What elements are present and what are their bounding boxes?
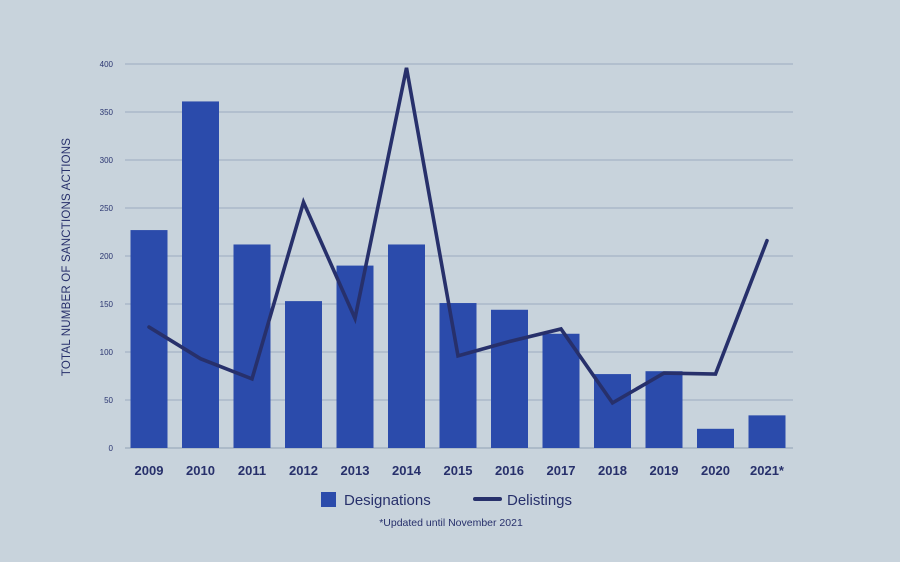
delistings-line-layer (147, 67, 769, 406)
bar-designations-2019 (645, 371, 683, 448)
x-tick-label: 2017 (547, 463, 576, 478)
legend: Designations Delistings (321, 492, 572, 509)
bar-designations-2009 (130, 230, 168, 448)
designations-bars (130, 101, 786, 448)
bar-designations-2011 (233, 244, 271, 448)
y-tick-label: 250 (100, 204, 114, 213)
bar-designations-2010 (182, 101, 219, 448)
x-tick-label: 2018 (598, 463, 627, 478)
x-tick-label: 2010 (186, 463, 215, 478)
x-tick-label: 2015 (444, 463, 473, 478)
x-tick-label: 2011 (238, 463, 266, 478)
footnote: *Updated until November 2021 (379, 517, 523, 529)
x-tick-label: 2019 (650, 463, 679, 478)
x-tick-label: 2014 (392, 463, 422, 478)
legend-designations-label: Designations (344, 492, 431, 509)
bar-designations-2015 (439, 303, 477, 448)
x-tick-label: 2021* (750, 463, 785, 478)
y-axis-ticks: 0 50 100 150 200 250 300 350 400 (100, 60, 114, 453)
bar-designations-2021 (748, 415, 786, 448)
y-axis-label: TOTAL NUMBER OF SANCTIONS ACTIONS (61, 138, 73, 376)
y-tick-label: 200 (100, 252, 114, 261)
legend-designations-swatch (321, 492, 336, 507)
y-tick-label: 300 (100, 156, 114, 165)
legend-delistings-label: Delistings (507, 492, 572, 509)
y-tick-label: 400 (100, 60, 114, 69)
bar-designations-2020 (697, 428, 734, 448)
bar-designations-2013 (336, 265, 374, 448)
bar-designations-2017 (542, 333, 580, 448)
bar-designations-2016 (491, 309, 528, 448)
x-tick-label: 2020 (701, 463, 730, 478)
y-tick-label: 350 (100, 108, 114, 117)
bar-designations-2012 (285, 301, 322, 448)
x-tick-label: 2009 (135, 463, 164, 478)
x-axis-ticks: 2009 2010 2011 2012 2013 2014 2015 2016 2017 2018… (135, 463, 785, 478)
y-tick-label: 150 (100, 300, 114, 309)
x-tick-label: 2016 (495, 463, 524, 478)
x-tick-label: 2013 (341, 463, 370, 478)
bar-designations-2014 (388, 244, 425, 448)
y-tick-label: 0 (109, 444, 114, 453)
y-tick-label: 50 (104, 396, 113, 405)
x-tick-label: 2012 (289, 463, 318, 478)
y-tick-label: 100 (100, 348, 114, 357)
